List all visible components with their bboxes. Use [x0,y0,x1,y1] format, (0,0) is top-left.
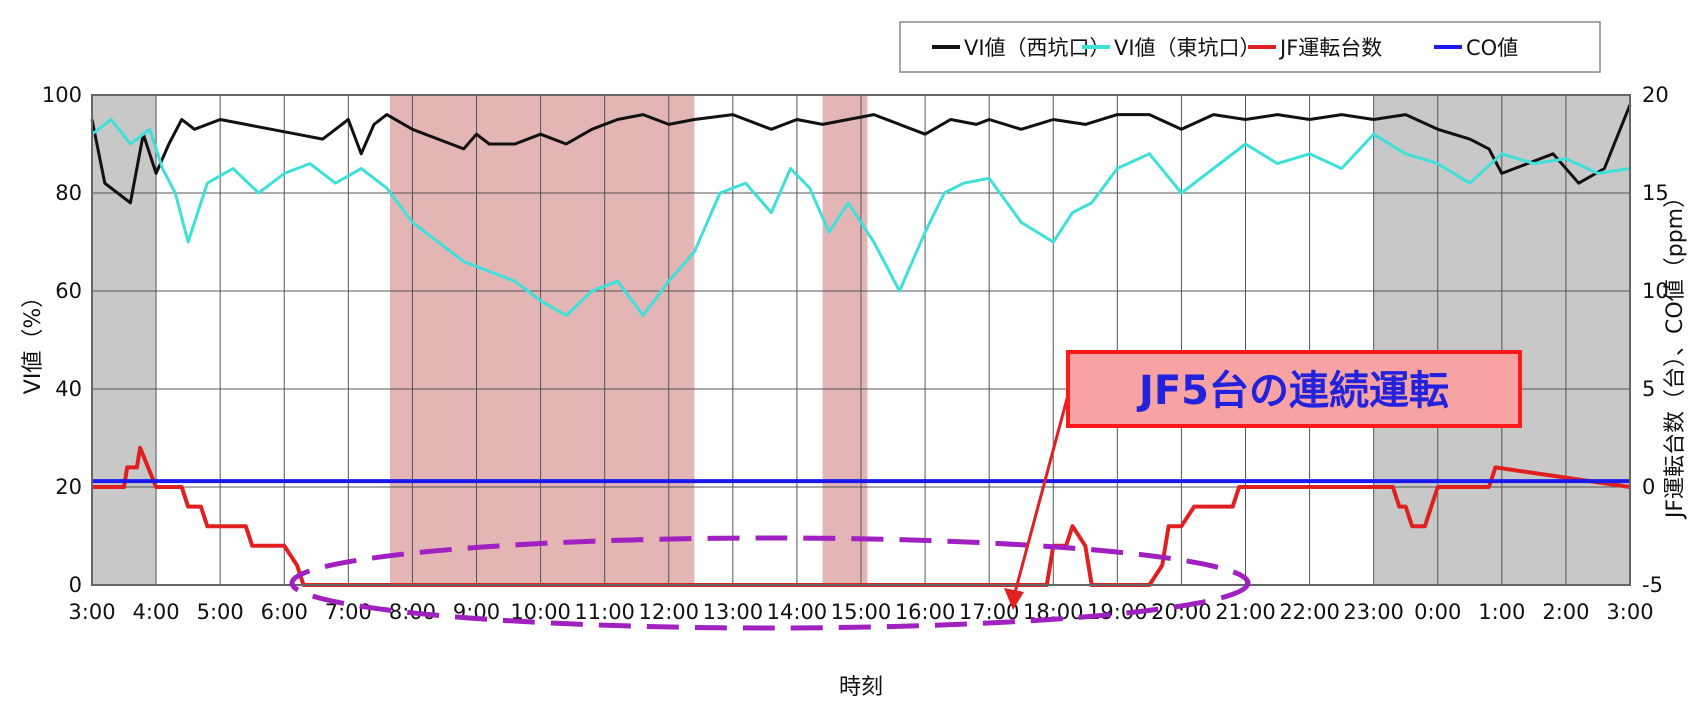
y2-tick-label: 5 [1642,377,1655,401]
series-line-2 [92,445,1631,587]
y2-tick-label: 10 [1642,279,1669,303]
series-lines [90,104,1632,587]
x-tick-label: 6:00 [261,600,308,624]
y-tick-label: 20 [55,475,82,499]
x-tick-label: 16:00 [895,600,956,624]
callout-box [1066,350,1522,428]
series-line-0 [90,104,1632,205]
legend-label-1: VI値（東坑口） [1114,36,1261,60]
y2-axis-title: JF運転台数（台）、CO値（ppm） [1663,186,1688,520]
x-tick-label: 12:00 [638,600,699,624]
y-axis-ticks: 0 20 40 60 80 100 [42,83,82,597]
callout-label: JF5台の連続運転 [1136,368,1449,414]
y2-axis-ticks: -5 0 5 10 15 20 [1642,83,1669,597]
y-tick-label: 40 [55,377,82,401]
series-line-1 [91,118,1631,317]
x-tick-label: 23:00 [1343,600,1404,624]
legend: VI値（西坑口） VI値（東坑口） JF運転台数 CO値 [899,21,1601,73]
x-tick-label: 1:00 [1478,600,1525,624]
x-tick-label: 14:00 [767,600,828,624]
y-tick-label: 0 [69,573,82,597]
x-tick-label: 5:00 [197,600,244,624]
y-tick-label: 100 [42,83,82,107]
y2-tick-label: 20 [1642,83,1669,107]
x-axis-title: 時刻 [839,675,883,700]
callout-arrow-line [1011,394,1070,601]
callout-ellipse [289,535,1251,631]
callout-arrowhead [1004,588,1024,610]
legend-label-2: JF運転台数 [1278,36,1382,60]
x-tick-label: 11:00 [574,600,635,624]
legend-label-3: CO値 [1466,36,1518,60]
shaded-region-period-a [389,95,695,585]
y2-tick-label: 0 [1642,475,1655,499]
y2-tick-label: -5 [1642,573,1663,597]
x-tick-label: 3:00 [68,600,115,624]
x-tick-label: 3:00 [1606,600,1653,624]
y-tick-label: 60 [55,279,82,303]
x-tick-label: 21:00 [1215,600,1276,624]
y2-tick-label: 15 [1642,181,1669,205]
y-axis-title: VI値（%） [21,286,46,394]
x-axis-ticks: 3:00 4:00 5:00 6:00 7:00 8:00 9:00 10:00 11:00 12… [68,600,1653,624]
y-tick-label: 80 [55,181,82,205]
x-tick-label: 7:00 [325,600,372,624]
x-tick-label: 15:00 [831,600,892,624]
x-tick-label: 0:00 [1414,600,1461,624]
shaded-region-period-b [822,95,868,585]
callout: JF5台の連続運転 [289,350,1522,631]
plot-frame [91,94,1631,586]
x-tick-label: 22:00 [1279,600,1340,624]
x-tick-label: 2:00 [1542,600,1589,624]
x-tick-label: 13:00 [703,600,764,624]
x-tick-label: 4:00 [132,600,179,624]
